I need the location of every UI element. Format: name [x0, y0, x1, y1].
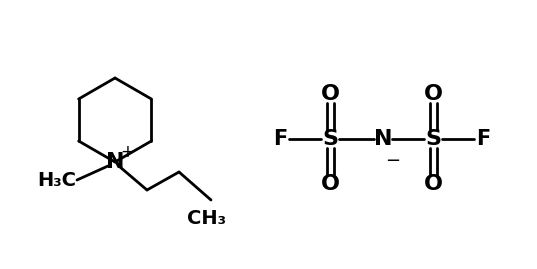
Text: F: F: [273, 129, 287, 149]
Text: O: O: [321, 174, 339, 194]
Text: +: +: [120, 143, 134, 161]
Text: F: F: [476, 129, 490, 149]
Text: CH₃: CH₃: [186, 208, 226, 228]
Text: O: O: [424, 84, 442, 104]
Text: N: N: [374, 129, 392, 149]
Text: S: S: [322, 129, 338, 149]
Text: S: S: [425, 129, 441, 149]
Text: N: N: [106, 152, 124, 172]
Text: −: −: [386, 152, 401, 170]
Text: H₃C: H₃C: [38, 171, 76, 189]
Text: O: O: [321, 84, 339, 104]
Text: O: O: [424, 174, 442, 194]
